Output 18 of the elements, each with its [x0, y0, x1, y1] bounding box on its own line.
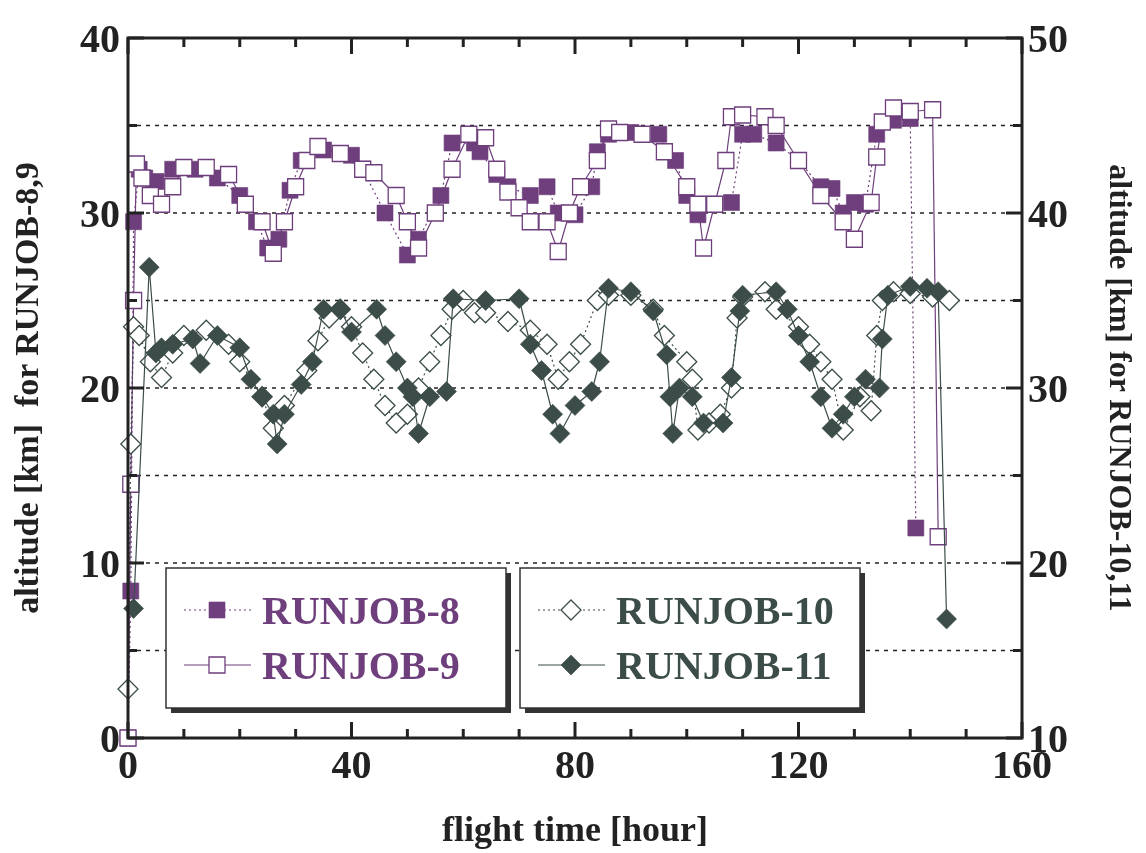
y-tick-label: 30: [80, 191, 120, 236]
y2-tick-label: 30: [1028, 366, 1068, 411]
y2-axis-title: altitude [km] for RUNJOB-10,11: [1103, 164, 1139, 612]
y-tick-label: 20: [80, 366, 120, 411]
y-tick-label: 40: [80, 16, 120, 61]
y-axis-title: altitude [km] for RUNJOB-8,9: [8, 162, 45, 614]
y2-tick-label: 20: [1028, 541, 1068, 586]
y2-tick-label: 40: [1028, 191, 1068, 236]
y-tick-label: 10: [80, 541, 120, 586]
legend-label: RUNJOB-10: [616, 588, 834, 633]
legend-label: RUNJOB-8: [262, 588, 460, 633]
x-tick-label: 120: [768, 742, 829, 787]
legend-label: RUNJOB-9: [262, 643, 460, 688]
legend-label: RUNJOB-11: [616, 643, 832, 688]
x-tick-label: 40: [331, 742, 372, 787]
x-tick-label: 80: [555, 742, 595, 787]
x-axis-title: flight time [hour]: [442, 809, 708, 849]
y2-tick-label: 50: [1028, 16, 1068, 61]
